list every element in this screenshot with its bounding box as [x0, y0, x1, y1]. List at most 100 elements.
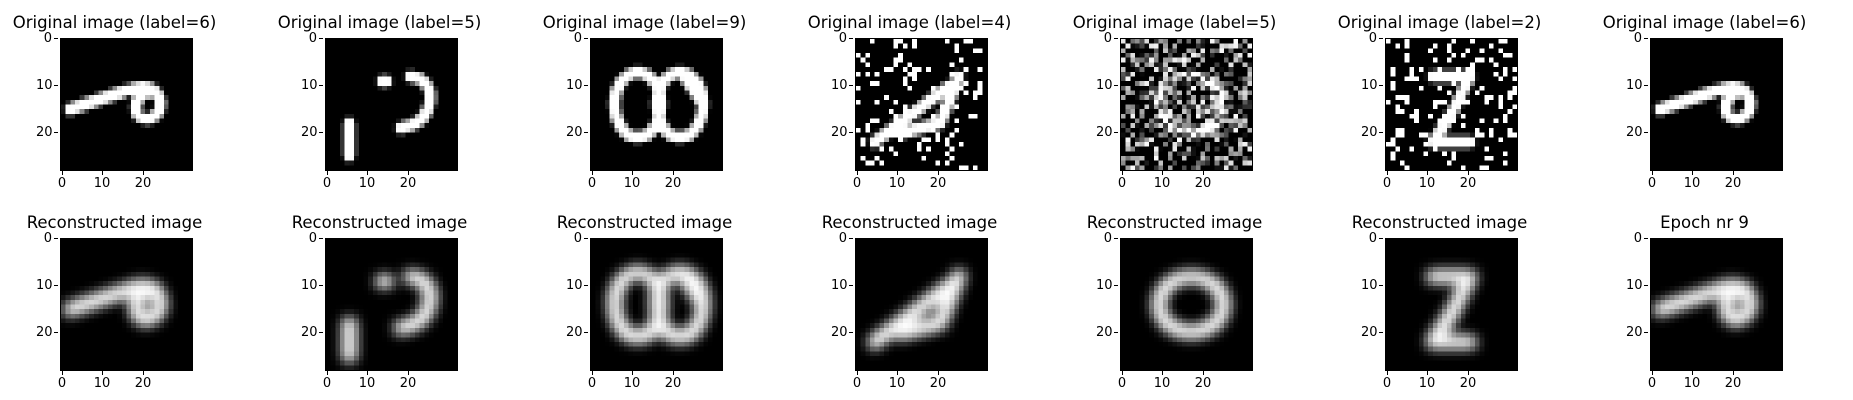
- reconstructed-image-panel: Reconstructed image 0 10 20 0 10 20: [292, 214, 468, 391]
- image-axes: [590, 238, 723, 371]
- panel-title: Reconstructed image: [26, 213, 203, 232]
- panel-title: Reconstructed image: [291, 213, 468, 232]
- x-tick-label: 0: [842, 371, 872, 390]
- y-tick-label: 20: [1361, 125, 1383, 140]
- x-tick-label: 20: [393, 171, 423, 190]
- digit-image: [61, 239, 192, 370]
- panel-title: Original image (label=5): [1072, 13, 1277, 32]
- x-tick-label: 0: [47, 371, 77, 390]
- digit-image: [326, 39, 457, 170]
- panel-title: Reconstructed image: [1351, 213, 1528, 232]
- y-tick-label: 20: [566, 125, 588, 140]
- x-tick-label: 20: [393, 371, 423, 390]
- x-tick-label: 10: [87, 171, 117, 190]
- panel-title: Original image (label=9): [542, 13, 747, 32]
- x-tick-label: 10: [1677, 371, 1707, 390]
- x-tick-label: 20: [1718, 371, 1748, 390]
- digit-image: [1386, 239, 1517, 370]
- x-tick-label: 0: [1107, 171, 1137, 190]
- x-tick-label: 10: [87, 371, 117, 390]
- y-tick-label: 0: [1626, 232, 1648, 245]
- image-axes: [590, 38, 723, 171]
- y-tick-label: 10: [566, 278, 588, 293]
- y-tick-label: 20: [1626, 125, 1648, 140]
- original-image-panel: Original image (label=5) 0 10 20 0 10 20: [278, 14, 482, 191]
- x-tick-label: 10: [352, 371, 382, 390]
- y-tick-label: 0: [831, 232, 853, 245]
- y-tick-label: 10: [301, 278, 323, 293]
- original-image-panel: Original image (label=6) 0 10 20 0 10 20: [1603, 14, 1807, 191]
- x-tick-label: 0: [1372, 371, 1402, 390]
- x-tick-label: 20: [128, 171, 158, 190]
- x-tick-label: 0: [1637, 171, 1667, 190]
- reconstructed-image-panel: Reconstructed image 0 10 20 0 10 20: [1352, 214, 1528, 391]
- image-axes: [1650, 38, 1783, 171]
- y-tick-label: 20: [1626, 325, 1648, 340]
- y-tick-label: 0: [831, 32, 853, 45]
- image-axes: [1385, 38, 1518, 171]
- image-axes: [855, 238, 988, 371]
- image-axes: [855, 38, 988, 171]
- panel-title: Original image (label=5): [277, 13, 482, 32]
- x-tick-label: 0: [312, 171, 342, 190]
- x-tick-label: 0: [1107, 371, 1137, 390]
- y-tick-label: 0: [301, 232, 323, 245]
- x-tick-label: 0: [47, 171, 77, 190]
- x-tick-label: 0: [842, 171, 872, 190]
- x-tick-label: 10: [1147, 171, 1177, 190]
- panel-title: Original image (label=6): [12, 13, 217, 32]
- y-tick-label: 10: [1096, 78, 1118, 93]
- y-tick-label: 10: [1361, 278, 1383, 293]
- x-tick-label: 10: [617, 371, 647, 390]
- panel-title: Original image (label=2): [1337, 13, 1542, 32]
- y-tick-label: 10: [1096, 278, 1118, 293]
- panel-title: Epoch nr 9: [1660, 213, 1749, 232]
- y-tick-label: 20: [1361, 325, 1383, 340]
- x-tick-label: 10: [882, 171, 912, 190]
- y-tick-label: 0: [301, 32, 323, 45]
- image-axes: [325, 238, 458, 371]
- y-tick-label: 10: [1626, 278, 1648, 293]
- y-tick-label: 0: [1096, 32, 1118, 45]
- y-tick-label: 20: [1096, 325, 1118, 340]
- x-tick-label: 10: [1677, 171, 1707, 190]
- digit-image: [1121, 239, 1252, 370]
- image-axes: [1385, 238, 1518, 371]
- y-tick-label: 10: [1626, 78, 1648, 93]
- y-tick-label: 10: [36, 78, 58, 93]
- x-tick-label: 20: [128, 371, 158, 390]
- original-image-panel: Original image (label=5) 0 10 20 0 10 20: [1073, 14, 1277, 191]
- digit-image: [1121, 39, 1252, 170]
- digit-image: [1651, 39, 1782, 170]
- x-tick-label: 0: [577, 171, 607, 190]
- reconstructed-image-panel: Epoch nr 9 0 10 20 0 10 20: [1626, 214, 1783, 390]
- reconstructed-image-panel: Reconstructed image 0 10 20 0 10 20: [27, 214, 203, 391]
- x-tick-label: 10: [882, 371, 912, 390]
- y-tick-label: 10: [301, 78, 323, 93]
- panel-title: Original image (label=6): [1602, 13, 1807, 32]
- reconstructed-image-panel: Reconstructed image 0 10 20 0 10 20: [557, 214, 733, 391]
- x-tick-label: 20: [658, 371, 688, 390]
- x-tick-label: 20: [923, 171, 953, 190]
- image-axes: [325, 38, 458, 171]
- panel-title: Reconstructed image: [556, 213, 733, 232]
- panel-title: Reconstructed image: [1086, 213, 1263, 232]
- y-tick-label: 0: [566, 32, 588, 45]
- reconstructed-image-panel: Reconstructed image 0 10 20 0 10 20: [1087, 214, 1263, 391]
- panel-title: Reconstructed image: [821, 213, 998, 232]
- original-image-panel: Original image (label=9) 0 10 20 0 10 20: [543, 14, 747, 191]
- digit-image: [856, 239, 987, 370]
- y-tick-label: 10: [831, 78, 853, 93]
- x-tick-label: 0: [1637, 371, 1667, 390]
- y-tick-label: 20: [36, 325, 58, 340]
- x-tick-label: 20: [1453, 371, 1483, 390]
- y-tick-label: 20: [36, 125, 58, 140]
- x-tick-label: 20: [1718, 171, 1748, 190]
- x-tick-label: 0: [577, 371, 607, 390]
- y-tick-label: 0: [1626, 32, 1648, 45]
- x-tick-label: 20: [658, 171, 688, 190]
- y-tick-label: 20: [831, 125, 853, 140]
- digit-image: [1386, 39, 1517, 170]
- y-tick-label: 10: [1361, 78, 1383, 93]
- y-tick-label: 10: [36, 278, 58, 293]
